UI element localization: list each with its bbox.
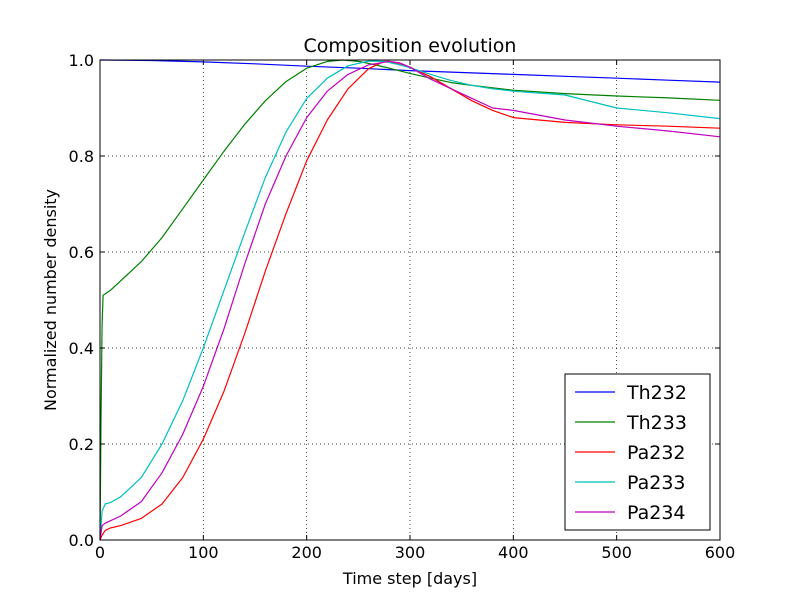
y-tick-label: 0.8 <box>69 147 94 166</box>
x-tick-label: 200 <box>291 543 322 562</box>
y-tick-label: 0.0 <box>69 531 94 550</box>
ticks: 0 100 200 300 400 500 600 0.0 0.2 0.4 0.6 0.8 1.0 <box>69 51 736 562</box>
series-line-pa232 <box>99 60 721 541</box>
chart-title: Composition evolution <box>304 35 517 57</box>
x-tick-label: 300 <box>395 543 426 562</box>
legend: Th232 Th233 Pa232 Pa233 Pa234 <box>564 373 711 531</box>
y-tick-label: 0.2 <box>69 435 94 454</box>
y-axis-label: Normalized number density <box>41 189 60 411</box>
x-axis-label: Time step [days] <box>342 569 477 588</box>
y-tick-label: 0.4 <box>69 339 94 358</box>
legend-label-pa233: Pa233 <box>627 472 686 494</box>
series-line-th233 <box>99 59 721 541</box>
series-line-pa233 <box>99 60 721 541</box>
grid <box>100 60 720 540</box>
y-tick-label: 0.6 <box>69 243 94 262</box>
legend-label-pa234: Pa234 <box>627 502 686 524</box>
y-tick-label: 1.0 <box>69 51 94 70</box>
legend-label-th232: Th232 <box>626 382 687 404</box>
x-tick-label: 0 <box>95 543 105 562</box>
x-tick-label: 600 <box>705 543 736 562</box>
x-tick-label: 400 <box>498 543 529 562</box>
x-tick-label: 100 <box>188 543 219 562</box>
series-line-pa234 <box>99 60 721 541</box>
legend-label-pa232: Pa232 <box>627 442 686 464</box>
x-tick-label: 500 <box>601 543 632 562</box>
series-lines <box>99 59 721 541</box>
legend-label-th233: Th233 <box>626 412 687 434</box>
